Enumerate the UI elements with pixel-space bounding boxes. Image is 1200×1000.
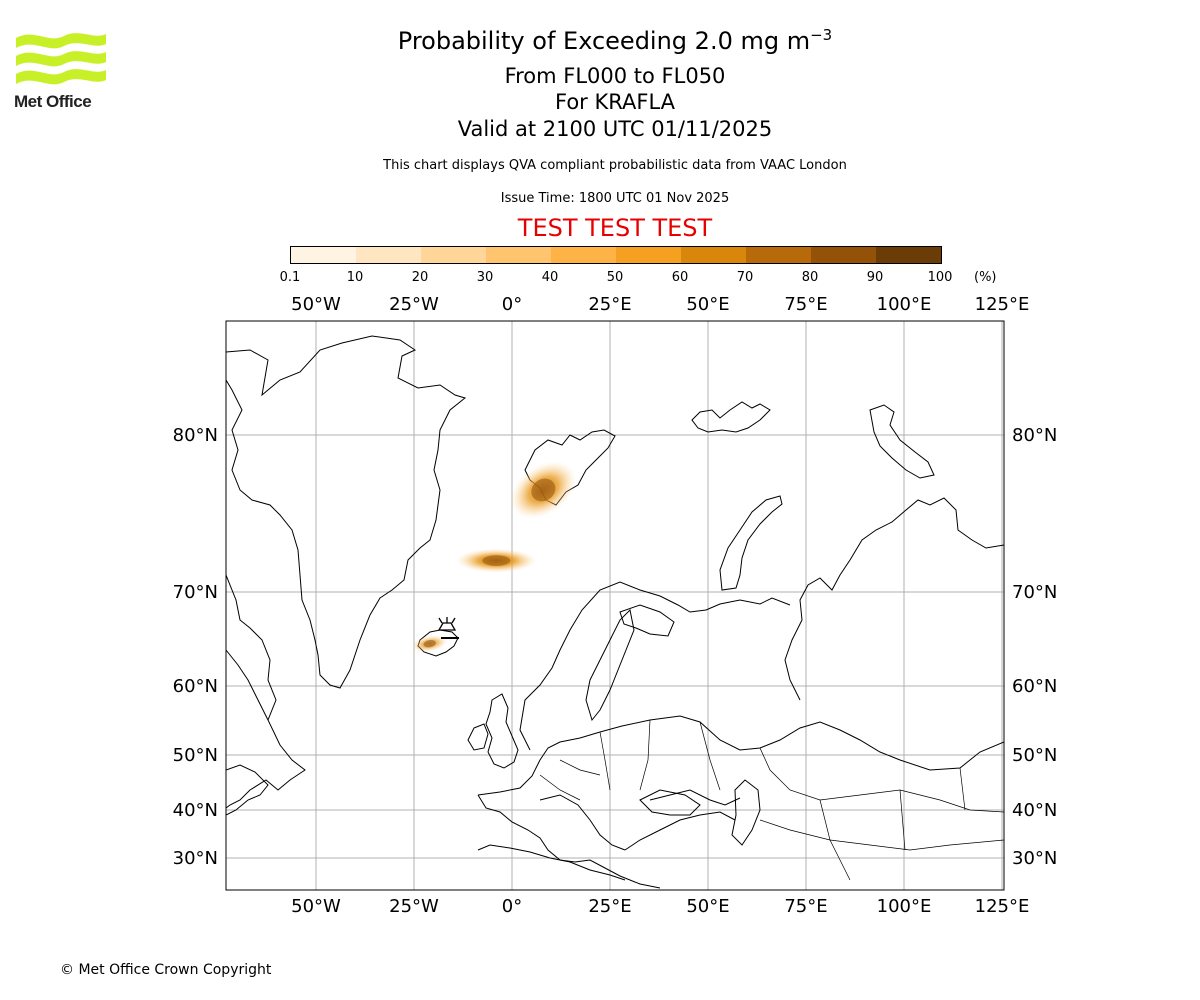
chart-title: Probability of Exceeding 2.0 mg m−3	[0, 26, 1200, 55]
colorbar-segment	[551, 247, 616, 263]
volcano-marker-icon	[437, 617, 459, 639]
plume-norwegian-sea-core	[482, 555, 511, 566]
lon-label-top: 50°W	[291, 294, 341, 315]
coast-baffin	[226, 574, 306, 809]
lon-label-bottom: 75°E	[784, 896, 827, 917]
colorbar-tick-label: 60	[671, 270, 689, 285]
lon-label-bottom: 50°E	[686, 896, 729, 917]
colorbar-segment	[421, 247, 486, 263]
probability-colorbar	[290, 246, 942, 264]
plume-svalbard-south-core	[531, 478, 556, 502]
lon-label-bottom: 0°	[502, 896, 522, 917]
coastlines	[226, 335, 1004, 889]
copyright: © Met Office Crown Copyright	[60, 962, 272, 978]
lat-label-left: 30°N	[173, 848, 218, 869]
colorbar-tick-label: 80	[801, 270, 819, 285]
colorbar-segment	[486, 247, 551, 263]
colorbar-segment	[616, 247, 681, 263]
colorbar-segment	[356, 247, 421, 263]
lat-label-right: 80°N	[1012, 425, 1057, 446]
lat-label-left: 40°N	[173, 800, 218, 821]
lat-label-left: 80°N	[173, 425, 218, 446]
lon-label-top: 25°W	[389, 294, 439, 315]
lat-label-right: 40°N	[1012, 800, 1057, 821]
lon-label-bottom: 25°E	[588, 896, 631, 917]
lat-label-left: 70°N	[173, 582, 218, 603]
lon-label-top: 100°E	[877, 294, 932, 315]
coast-novaya-zemlya	[719, 495, 783, 591]
lat-label-right: 50°N	[1012, 745, 1057, 766]
title-volcano: For KRAFLA	[555, 90, 675, 114]
colorbar-unit: (%)	[974, 270, 997, 285]
lat-label-right: 60°N	[1012, 676, 1057, 697]
colorbar-segment	[746, 247, 811, 263]
lon-label-top: 25°E	[588, 294, 631, 315]
coast-europe	[477, 715, 1004, 796]
graticule	[226, 321, 1004, 890]
coast-scandinavia	[519, 581, 791, 751]
lon-label-bottom: 125°E	[975, 896, 1030, 917]
colorbar-tick-label: 20	[411, 270, 429, 285]
coast-greenland	[226, 335, 467, 689]
chart-subtitle: This chart displays QVA compliant probab…	[383, 158, 847, 173]
colorbar-segment	[681, 247, 746, 263]
lat-label-left: 60°N	[173, 676, 218, 697]
lat-label-left: 50°N	[173, 745, 218, 766]
lon-label-bottom: 100°E	[877, 896, 932, 917]
title-valid-time: Valid at 2100 UTC 01/11/2025	[457, 117, 773, 141]
ash-plumes	[411, 461, 576, 653]
colorbar-tick-label: 70	[736, 270, 754, 285]
map-frame	[225, 320, 1005, 891]
coast-ireland	[467, 723, 489, 751]
lon-label-top: 50°E	[686, 294, 729, 315]
colorbar-tick-label: 0.1	[279, 270, 301, 285]
colorbar-segment	[291, 247, 356, 263]
plume-iceland-core	[423, 639, 436, 648]
colorbar-segment	[876, 247, 941, 263]
lon-label-bottom: 50°W	[291, 896, 341, 917]
met-office-wordmark: Met Office	[14, 92, 92, 111]
title-levels: From FL000 to FL050	[504, 64, 726, 88]
title-main: Probability of Exceeding 2.0 mg m	[397, 27, 811, 55]
met-office-waves-icon	[16, 33, 106, 85]
coast-great-britain	[485, 693, 519, 769]
axis-labels: 50°W 50°W 25°W 25°W 0° 0° 25°E 25°E 50°E 50°E 75°E…	[173, 294, 1058, 917]
colorbar-tick-label: 50	[606, 270, 624, 285]
colorbar-tick-label: 100	[927, 270, 953, 285]
title-superscript: −3	[810, 26, 833, 44]
colorbar-tick-label: 40	[541, 270, 559, 285]
lat-label-right: 30°N	[1012, 848, 1057, 869]
lon-label-top: 0°	[502, 294, 522, 315]
issue-time: Issue Time: 1800 UTC 01 Nov 2025	[500, 191, 730, 206]
lon-label-top: 75°E	[784, 294, 827, 315]
lon-label-top: 125°E	[975, 294, 1030, 315]
colorbar-tick-label: 30	[476, 270, 494, 285]
colorbar-tick-label: 90	[866, 270, 884, 285]
colorbar-tick-label: 10	[346, 270, 364, 285]
lon-label-bottom: 25°W	[389, 896, 439, 917]
met-office-logo: Met Office	[14, 30, 109, 112]
colorbar-segment	[811, 247, 876, 263]
lat-label-right: 70°N	[1012, 582, 1057, 603]
coast-labrador	[226, 649, 269, 721]
test-banner: TEST TEST TEST	[517, 214, 713, 242]
